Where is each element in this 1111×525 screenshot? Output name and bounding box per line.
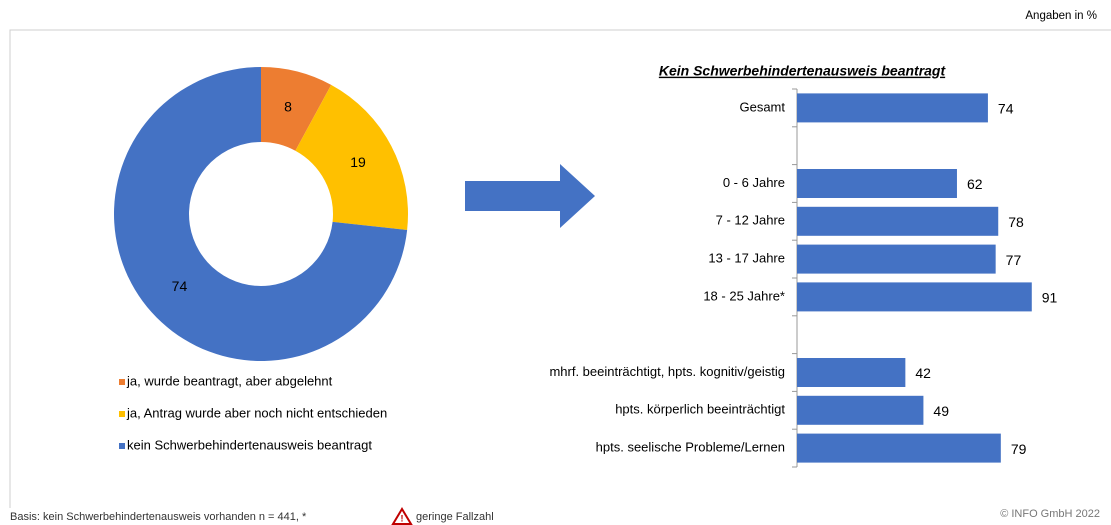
footer-warning: geringe Fallzahl xyxy=(416,511,494,523)
category-label: 18 - 25 Jahre* xyxy=(703,288,785,303)
legend-label: ja, wurde beantragt, aber abgelehnt xyxy=(126,373,333,388)
bar xyxy=(797,358,906,387)
value-label: 74 xyxy=(998,101,1014,117)
legend-label: ja, Antrag wurde aber noch nicht entschi… xyxy=(126,405,387,420)
legend-label: kein Schwerbehindertenausweis beantragt xyxy=(127,437,372,452)
bar-title: Kein Schwerbehindertenausweis beantragt xyxy=(659,63,947,79)
donut-slice xyxy=(295,84,408,230)
value-label: 77 xyxy=(1006,252,1022,268)
copyright: © INFO GmbH 2022 xyxy=(1000,508,1100,520)
bar xyxy=(797,282,1032,312)
donut-slice xyxy=(113,67,408,362)
warning-icon xyxy=(391,507,413,525)
value-label: 49 xyxy=(933,403,949,419)
slice-label: 74 xyxy=(172,278,188,294)
category-label: Gesamt xyxy=(739,99,785,114)
category-label: hpts. seelische Probleme/Lernen xyxy=(596,440,785,455)
slice-label: 8 xyxy=(284,99,292,115)
legend-swatch xyxy=(119,411,125,417)
category-label: hpts. körperlich beeinträchtigt xyxy=(615,402,785,417)
unit-note: Angaben in % xyxy=(1025,10,1097,22)
category-label: 13 - 17 Jahre xyxy=(708,251,785,266)
value-label: 91 xyxy=(1042,290,1058,306)
bar xyxy=(797,433,1001,463)
frame xyxy=(9,29,1111,508)
arrow xyxy=(465,164,595,228)
category-label: mhrf. beeinträchtigt, hpts. kognitiv/gei… xyxy=(549,364,785,379)
legend-swatch xyxy=(119,379,125,385)
footer-basis: Basis: kein Schwerbehindertenausweis vor… xyxy=(10,511,307,523)
legend-swatch xyxy=(119,443,125,449)
warning-mark: ! xyxy=(401,513,404,523)
value-label: 78 xyxy=(1008,214,1024,230)
bar xyxy=(797,244,996,274)
bar xyxy=(797,169,957,198)
value-label: 42 xyxy=(915,365,931,381)
value-label: 62 xyxy=(967,176,983,192)
slice-label: 19 xyxy=(350,154,366,170)
bar xyxy=(797,93,988,123)
bar xyxy=(797,395,924,425)
category-label: 7 - 12 Jahre xyxy=(716,213,785,228)
bar xyxy=(797,206,999,236)
donut-slice xyxy=(261,67,332,151)
category-label: 0 - 6 Jahre xyxy=(723,175,785,190)
value-label: 79 xyxy=(1011,441,1027,457)
